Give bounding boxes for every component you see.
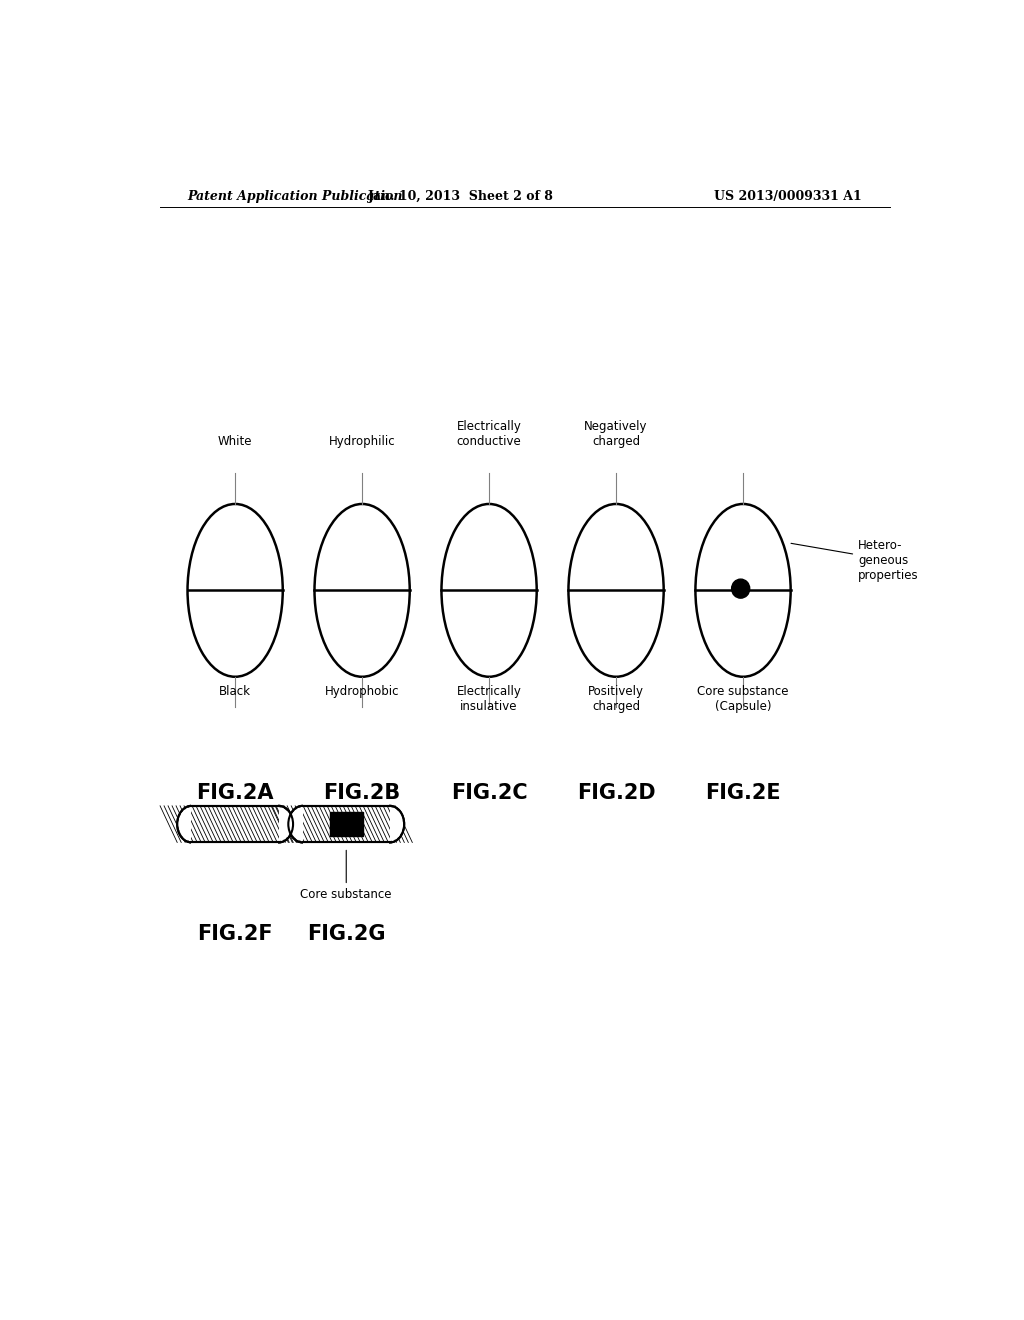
Text: Core substance
(Capsule): Core substance (Capsule) [697,685,788,713]
Text: FIG.2E: FIG.2E [706,784,781,804]
Text: FIG.2F: FIG.2F [198,924,273,944]
Bar [303,805,390,842]
Text: Jan. 10, 2013  Sheet 2 of 8: Jan. 10, 2013 Sheet 2 of 8 [369,190,554,202]
Ellipse shape [265,808,292,841]
Text: Hydrophobic: Hydrophobic [325,685,399,698]
Text: Patent Application Publication: Patent Application Publication [187,190,403,202]
Text: FIG.2B: FIG.2B [324,784,400,804]
Text: Negatively
charged: Negatively charged [585,420,648,447]
Text: Black: Black [219,685,251,698]
Ellipse shape [177,805,206,842]
Text: Positively
charged: Positively charged [588,685,644,713]
Text: FIG.2C: FIG.2C [451,784,527,804]
Text: Hetero-
geneous
properties: Hetero- geneous properties [791,539,919,582]
Bar [330,812,362,836]
Ellipse shape [264,805,293,842]
Ellipse shape [289,805,316,842]
Text: Electrically
conductive: Electrically conductive [457,420,521,447]
Text: Hydrophilic: Hydrophilic [329,436,395,447]
Text: White: White [218,436,252,447]
Text: FIG.2D: FIG.2D [577,784,655,804]
Ellipse shape [376,805,404,842]
Text: FIG.2G: FIG.2G [307,924,385,944]
Text: US 2013/0009331 A1: US 2013/0009331 A1 [715,190,862,202]
Ellipse shape [377,808,403,841]
Text: Electrically
insulative: Electrically insulative [457,685,521,713]
Ellipse shape [731,579,750,598]
Ellipse shape [178,808,205,841]
Bar [191,805,279,842]
Ellipse shape [290,808,315,841]
Text: FIG.2A: FIG.2A [197,784,273,804]
Text: Core substance: Core substance [300,850,392,902]
